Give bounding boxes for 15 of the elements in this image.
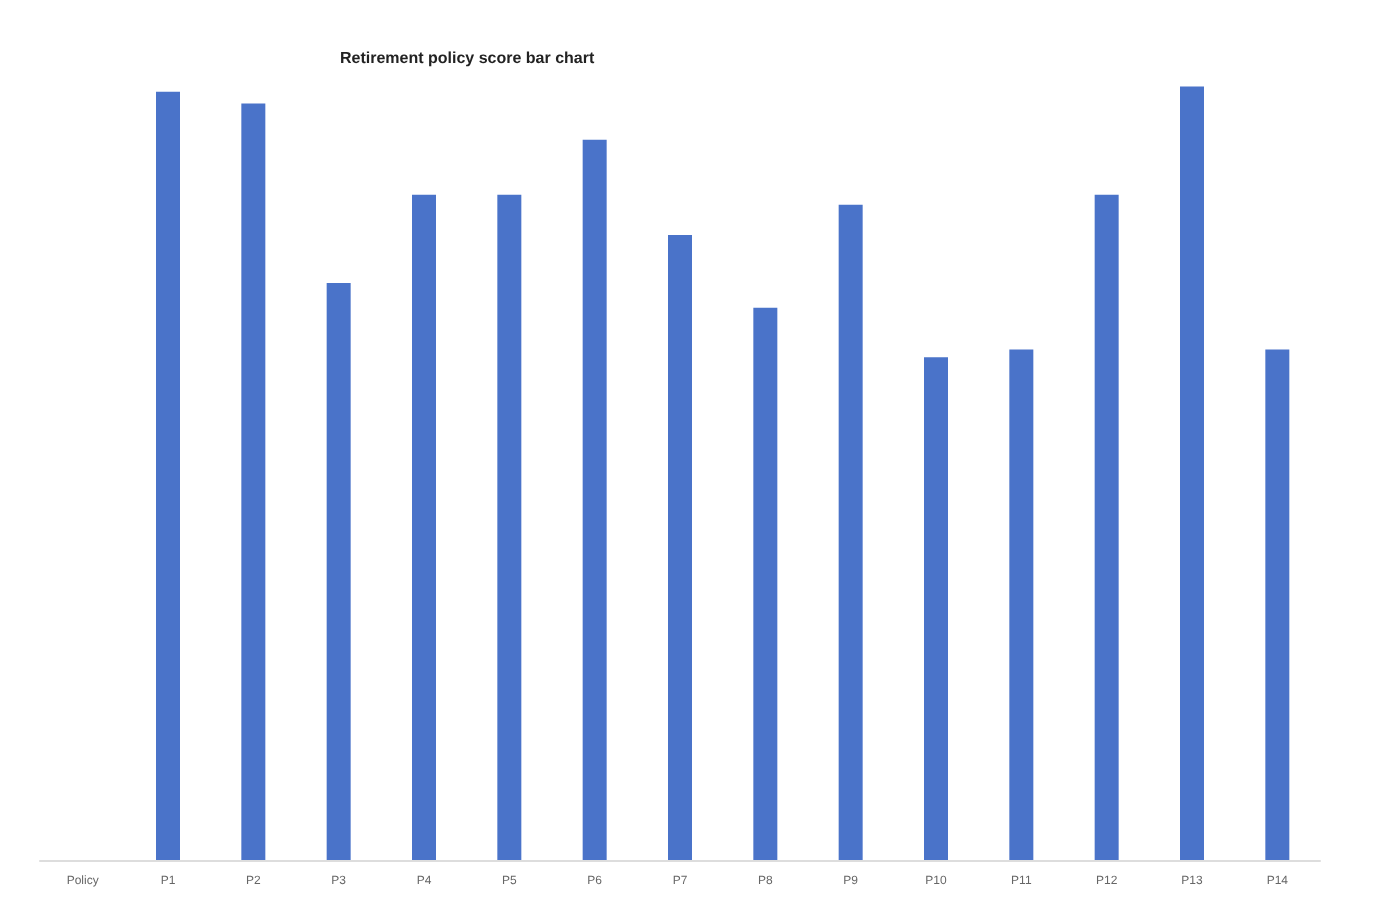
bar <box>412 194 436 860</box>
bar <box>241 103 266 860</box>
bar <box>1009 349 1034 860</box>
bar <box>1265 349 1290 860</box>
bar <box>1094 194 1119 860</box>
bar <box>838 204 863 860</box>
bar <box>582 139 607 860</box>
bar <box>156 91 180 860</box>
bar <box>753 307 778 860</box>
bar <box>668 234 692 860</box>
bar <box>1180 86 1204 860</box>
bar <box>924 357 948 860</box>
bar <box>326 282 351 860</box>
bar <box>497 194 522 860</box>
chart-title: Retirement policy score bar chart <box>340 49 595 67</box>
